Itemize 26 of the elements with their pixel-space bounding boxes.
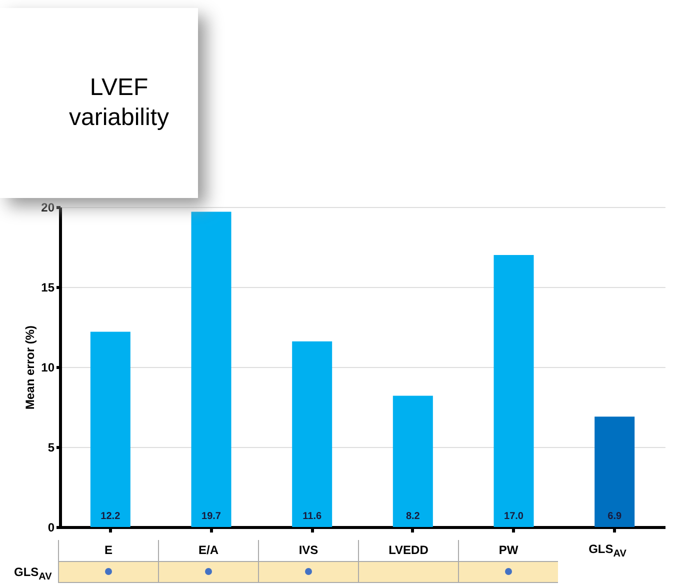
data-label: 19.7: [202, 511, 222, 522]
data-label: 11.6: [302, 511, 322, 522]
y-tick-label: 20: [41, 200, 55, 214]
y-tick-label: 0: [48, 520, 55, 534]
x-tick-label: LVEDD: [358, 540, 458, 561]
bar: [292, 341, 332, 527]
y-tick-label: 15: [41, 280, 55, 294]
bar: [90, 332, 130, 527]
data-label: 8.2: [406, 511, 420, 522]
y-tick-label: 10: [41, 360, 55, 374]
x-tick-label: GLS$_{AV}$: [558, 540, 658, 561]
chart-title: LVEF variability: [0, 8, 198, 198]
x-tick-label: PW: [458, 540, 558, 561]
data-label: 17.0: [504, 511, 524, 522]
x-tick-label: E/A: [158, 540, 258, 561]
x-tick-label: E: [58, 540, 158, 561]
bar: [494, 255, 534, 527]
bar: [191, 212, 232, 527]
x-tick-label: IVS: [258, 540, 358, 561]
data-label: 12.2: [100, 511, 121, 522]
text: GLS$_{AV}$: [14, 565, 52, 582]
y-axis-title: Mean error (%): [23, 325, 38, 410]
data-label: 6.9: [608, 511, 622, 522]
y-tick-label: 5: [48, 440, 55, 454]
bar: [594, 416, 635, 527]
bar: [392, 396, 433, 527]
